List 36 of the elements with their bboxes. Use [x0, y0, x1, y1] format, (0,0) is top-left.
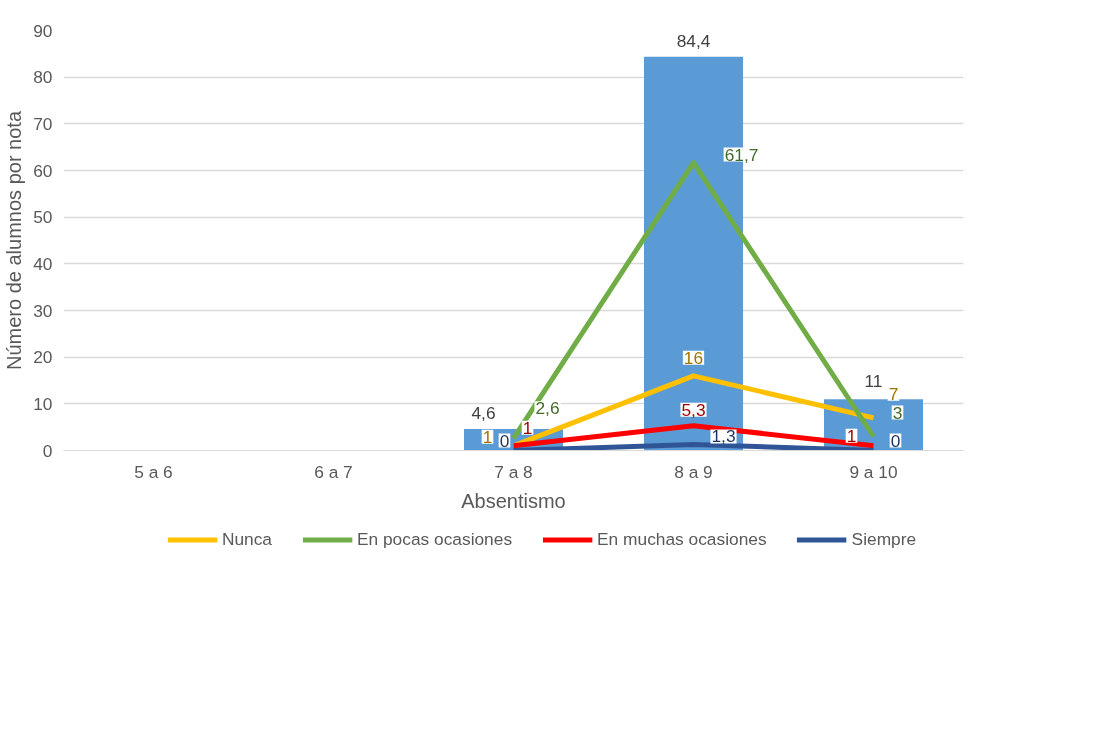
y-tick-label: 40 [33, 253, 53, 274]
y-tick-label: 50 [33, 207, 53, 228]
data-label: 3 [892, 402, 903, 423]
x-axis-title: Absentismo [461, 489, 566, 512]
y-tick-label: 60 [33, 160, 53, 181]
y-tick-label: 20 [33, 347, 53, 368]
data-label: 5,3 [681, 399, 706, 420]
x-tick-label: 7 a 8 [494, 461, 533, 482]
data-label: 16 [683, 347, 704, 368]
x-tick-label: 8 a 9 [674, 461, 713, 482]
data-label: 84,4 [676, 30, 711, 51]
x-tick-label: 5 a 6 [134, 461, 173, 482]
data-label: 1 [522, 417, 533, 438]
y-tick-label: 0 [42, 440, 53, 461]
y-tick-label: 90 [33, 20, 53, 41]
x-tick-label: 6 a 7 [314, 461, 353, 482]
data-label: 4,6 [471, 403, 496, 424]
data-label: 0 [499, 430, 510, 451]
y-tick-label: 10 [33, 393, 53, 414]
data-label: 61,7 [724, 144, 759, 165]
data-label: 2,6 [535, 398, 560, 419]
legend-label: Siempre [851, 528, 917, 550]
legend-label: En pocas ocasiones [356, 528, 513, 550]
y-tick-label: 30 [33, 300, 53, 321]
data-label: 1 [482, 426, 493, 447]
y-tick-label: 80 [33, 67, 53, 88]
y-axis-title: Número de alumnos por nota [3, 110, 26, 371]
y-tick-label: 70 [33, 113, 53, 134]
data-label: 11 [864, 371, 883, 392]
data-label: 1 [846, 425, 857, 446]
data-label: 1,3 [711, 426, 736, 447]
data-label: 7 [888, 383, 899, 404]
x-tick-label: 9 a 10 [849, 461, 898, 482]
data-label: 0 [890, 430, 901, 451]
legend-label: En muchas ocasiones [597, 528, 767, 550]
legend-label: Nunca [221, 528, 272, 550]
